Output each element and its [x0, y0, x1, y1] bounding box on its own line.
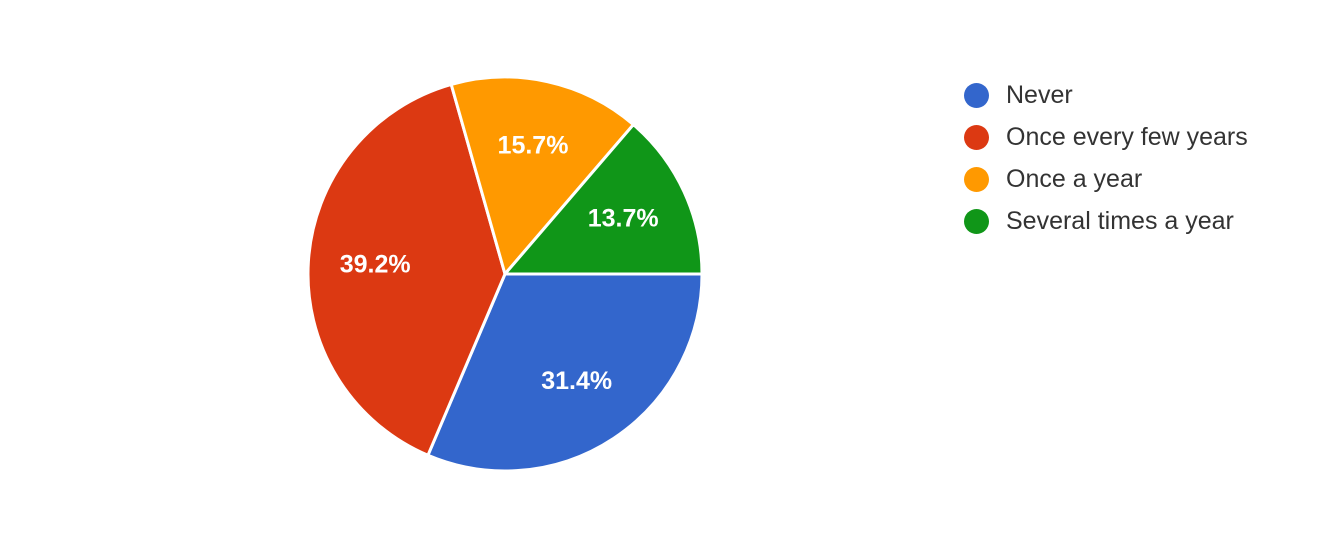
legend-item[interactable]: Several times a year	[964, 200, 1304, 242]
legend-color-swatch-icon	[964, 82, 989, 108]
pie-slice-label: 13.7%	[588, 204, 659, 232]
chart-legend: Never Once every few years Once a year Seve…	[964, 74, 1304, 242]
pie-slice-label: 31.4%	[541, 367, 612, 395]
legend-item-label: Never	[1006, 80, 1073, 109]
pie-plot-area: 31.4% 39.2% 15.7% 13.7%	[306, 75, 704, 473]
legend-item-label: Once a year	[1006, 164, 1143, 193]
pie-label-group: 31.4% 39.2% 15.7% 13.7%	[340, 132, 659, 395]
pie-slice[interactable]	[449, 75, 635, 276]
pie-slice-group	[306, 75, 704, 473]
pie-slice-label: 39.2%	[340, 250, 411, 278]
pie-slice[interactable]	[426, 272, 704, 473]
pie-slice[interactable]	[503, 123, 704, 276]
pie-slice[interactable]	[306, 82, 507, 457]
legend-item[interactable]: Once every few years	[964, 116, 1304, 158]
legend-item[interactable]: Once a year	[964, 158, 1304, 200]
legend-color-swatch-icon	[964, 124, 989, 150]
legend-item-label: Several times a year	[1006, 206, 1234, 235]
legend-item[interactable]: Never	[964, 74, 1304, 116]
legend-color-swatch-icon	[964, 166, 989, 192]
legend-item-label: Once every few years	[1006, 122, 1248, 151]
pie-svg: 31.4% 39.2% 15.7% 13.7%	[306, 75, 704, 473]
legend-color-swatch-icon	[964, 208, 989, 234]
pie-slice-label: 15.7%	[498, 132, 569, 160]
